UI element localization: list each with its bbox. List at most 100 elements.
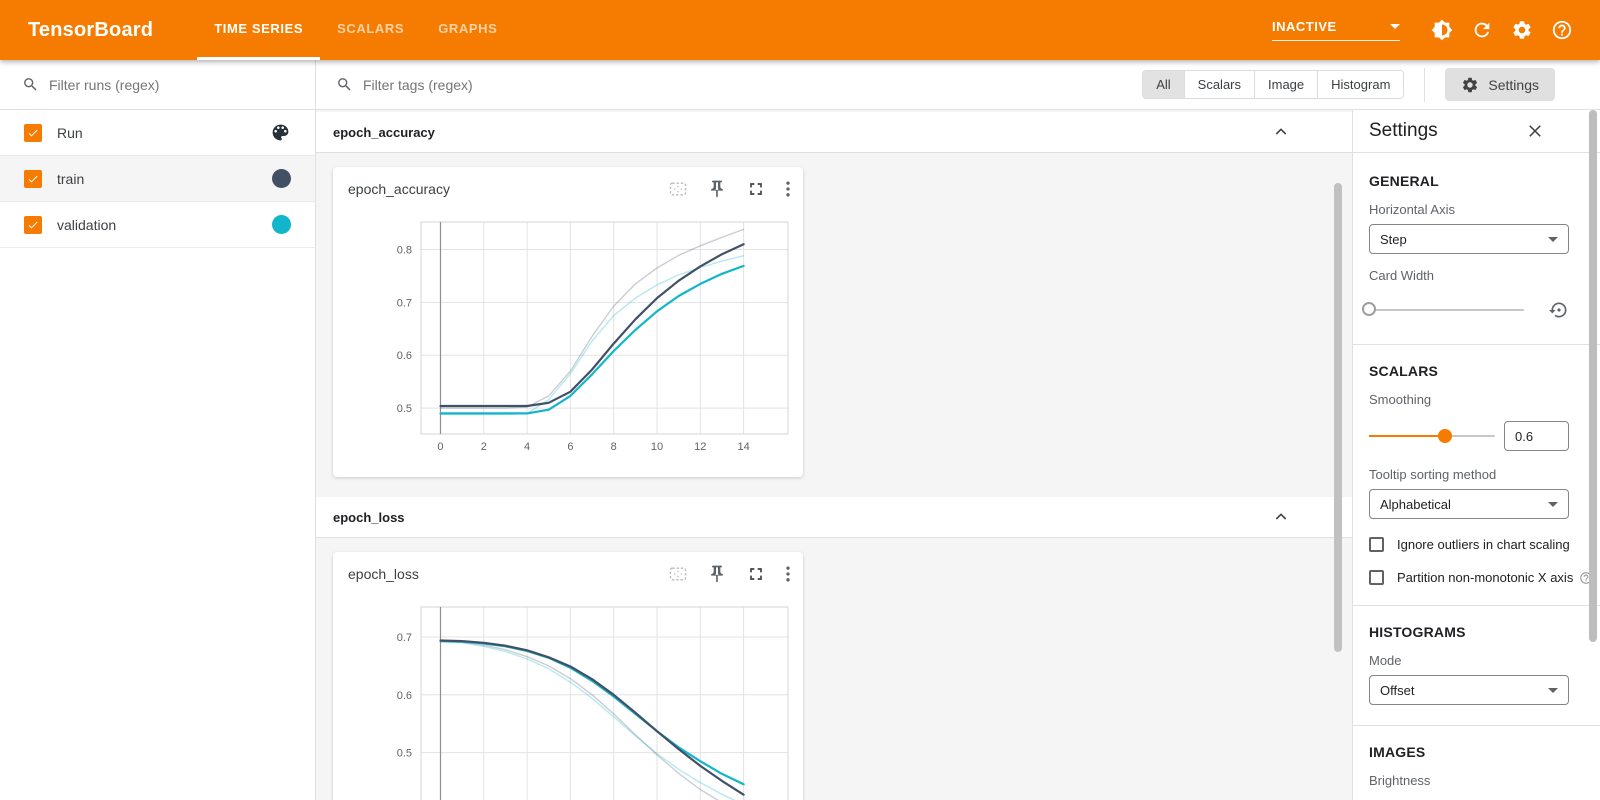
svg-text:14: 14 xyxy=(737,441,749,453)
svg-text:0.5: 0.5 xyxy=(397,403,412,415)
smoothing-label: Smoothing xyxy=(1369,392,1432,407)
run-row-validation[interactable]: validation xyxy=(0,202,315,248)
run-label: validation xyxy=(57,216,117,233)
svg-text:2: 2 xyxy=(481,441,487,453)
svg-text:0.5: 0.5 xyxy=(397,748,412,760)
settings-button[interactable]: Settings xyxy=(1445,68,1555,101)
section-title: epoch_loss xyxy=(333,509,405,525)
chevron-up-icon[interactable] xyxy=(1273,124,1289,140)
svg-text:12: 12 xyxy=(694,441,706,453)
settings-panel-scrollbar[interactable] xyxy=(1589,110,1597,642)
svg-text:0.6: 0.6 xyxy=(397,350,412,362)
card-width-slider[interactable] xyxy=(1362,302,1524,316)
horizontal-axis-value: Step xyxy=(1380,231,1407,247)
ignore-outliers-label: Ignore outliers in chart scaling xyxy=(1397,537,1570,552)
run-status-dropdown[interactable]: INACTIVE xyxy=(1272,19,1400,41)
run-color-dot xyxy=(272,169,291,188)
fullscreen-icon[interactable] xyxy=(746,179,766,199)
run-row-all[interactable]: Run xyxy=(0,110,315,156)
settings-panel-body: GENERAL Horizontal Axis Step Card Width … xyxy=(1353,173,1600,800)
scalars-heading: SCALARS xyxy=(1369,363,1439,379)
ignore-outliers-checkbox[interactable] xyxy=(1369,537,1384,552)
chevron-up-icon[interactable] xyxy=(1273,509,1289,525)
partition-x-axis-checkbox[interactable] xyxy=(1369,570,1384,585)
section-header-epoch-loss[interactable]: epoch_loss xyxy=(316,497,1352,538)
palette-icon[interactable] xyxy=(270,122,291,143)
svg-text:0.6: 0.6 xyxy=(397,690,412,702)
kebab-menu-icon[interactable] xyxy=(785,564,791,584)
tab-graphs[interactable]: GRAPHS xyxy=(438,21,498,36)
run-label: train xyxy=(57,170,85,187)
section-title: epoch_accuracy xyxy=(333,124,435,140)
card-title: epoch_loss xyxy=(348,566,419,582)
histogram-mode-select[interactable]: Offset xyxy=(1369,675,1569,705)
tooltip-sorting-value: Alphabetical xyxy=(1380,496,1451,512)
section-header-epoch-accuracy[interactable]: epoch_accuracy xyxy=(316,112,1352,153)
fullscreen-icon[interactable] xyxy=(746,564,766,584)
tooltip-sorting-select[interactable]: Alphabetical xyxy=(1369,489,1569,519)
pin-icon[interactable] xyxy=(707,179,727,199)
gear-icon[interactable] xyxy=(1511,19,1533,41)
fit-to-data-icon[interactable] xyxy=(668,564,688,584)
close-icon[interactable] xyxy=(1526,122,1544,140)
smoothing-value-input[interactable] xyxy=(1504,421,1569,451)
images-heading: IMAGES xyxy=(1369,744,1426,760)
top-nav-tabs: TIME SERIES SCALARS GRAPHS xyxy=(197,0,514,60)
slider-thumb[interactable] xyxy=(1362,302,1376,316)
scalar-card-epoch-loss: epoch_loss 0.50.60.702468101214 xyxy=(333,552,803,800)
filter-tags-input[interactable] xyxy=(363,76,1143,93)
check-icon xyxy=(28,129,38,136)
svg-text:0.7: 0.7 xyxy=(397,632,412,644)
horizontal-axis-select[interactable]: Step xyxy=(1369,224,1569,254)
settings-panel: Settings GENERAL Horizontal Axis Step Ca… xyxy=(1352,110,1600,800)
main-scrollbar[interactable] xyxy=(1334,183,1342,652)
svg-text:0.8: 0.8 xyxy=(397,244,412,256)
reset-icon[interactable] xyxy=(1549,300,1569,320)
toolbar-divider xyxy=(1424,67,1426,102)
brightness-icon[interactable] xyxy=(1431,19,1453,41)
histograms-heading: HISTOGRAMS xyxy=(1369,624,1466,640)
scalar-card-epoch-accuracy: epoch_accuracy 0.5 0.6 0.7 0.8 0 2 4 6 8 10 12 14 xyxy=(333,167,803,477)
slider-thumb[interactable] xyxy=(1437,429,1452,443)
filter-runs-input[interactable] xyxy=(49,76,293,93)
ignore-outliers-row: Ignore outliers in chart scaling xyxy=(1369,537,1584,552)
smoothing-slider-row xyxy=(1369,421,1569,451)
kebab-menu-icon[interactable] xyxy=(785,179,791,199)
horizontal-axis-label: Horizontal Axis xyxy=(1369,202,1455,217)
chevron-down-icon xyxy=(1548,236,1558,242)
general-heading: GENERAL xyxy=(1369,173,1439,189)
fit-to-data-icon[interactable] xyxy=(668,179,688,199)
scalar-chart-epoch-accuracy[interactable]: 0.5 0.6 0.7 0.8 0 2 4 6 8 10 12 14 xyxy=(333,212,803,477)
run-checkbox[interactable] xyxy=(24,215,42,234)
smoothing-slider[interactable] xyxy=(1369,429,1495,443)
card-width-label: Card Width xyxy=(1369,268,1435,283)
tab-scalars[interactable]: SCALARS xyxy=(337,21,405,36)
runs-sidebar: Run train validation xyxy=(0,60,316,800)
histogram-mode-label: Mode xyxy=(1369,653,1402,668)
card-width-slider-row xyxy=(1362,300,1569,320)
search-icon xyxy=(24,78,37,91)
partition-x-axis-row: Partition non-monotonic X axis xyxy=(1369,570,1593,585)
run-checkbox[interactable] xyxy=(24,169,42,188)
help-icon[interactable] xyxy=(1579,571,1593,585)
filter-image-button[interactable]: Image xyxy=(1255,71,1319,98)
filter-runs-row xyxy=(0,60,315,110)
filter-histogram-button[interactable]: Histogram xyxy=(1318,71,1404,98)
svg-text:8: 8 xyxy=(611,441,617,453)
chevron-down-icon xyxy=(1548,501,1558,507)
filter-all-button[interactable]: All xyxy=(1143,71,1185,98)
help-icon[interactable] xyxy=(1551,19,1573,41)
tab-time-series[interactable]: TIME SERIES xyxy=(197,0,321,60)
run-row-train[interactable]: train xyxy=(0,156,315,202)
filter-scalars-button[interactable]: Scalars xyxy=(1184,71,1256,98)
pin-icon[interactable] xyxy=(707,564,727,584)
run-checkbox[interactable] xyxy=(24,123,42,142)
partition-x-axis-label: Partition non-monotonic X axis xyxy=(1397,570,1574,585)
refresh-icon[interactable] xyxy=(1471,19,1493,41)
scalar-chart-epoch-loss[interactable]: 0.50.60.702468101214 xyxy=(333,597,803,800)
header-actions: INACTIVE xyxy=(1272,0,1582,60)
card-actions xyxy=(649,564,791,584)
svg-text:0.7: 0.7 xyxy=(397,297,412,309)
run-color-dot xyxy=(272,215,291,234)
run-status-label: INACTIVE xyxy=(1272,19,1337,34)
